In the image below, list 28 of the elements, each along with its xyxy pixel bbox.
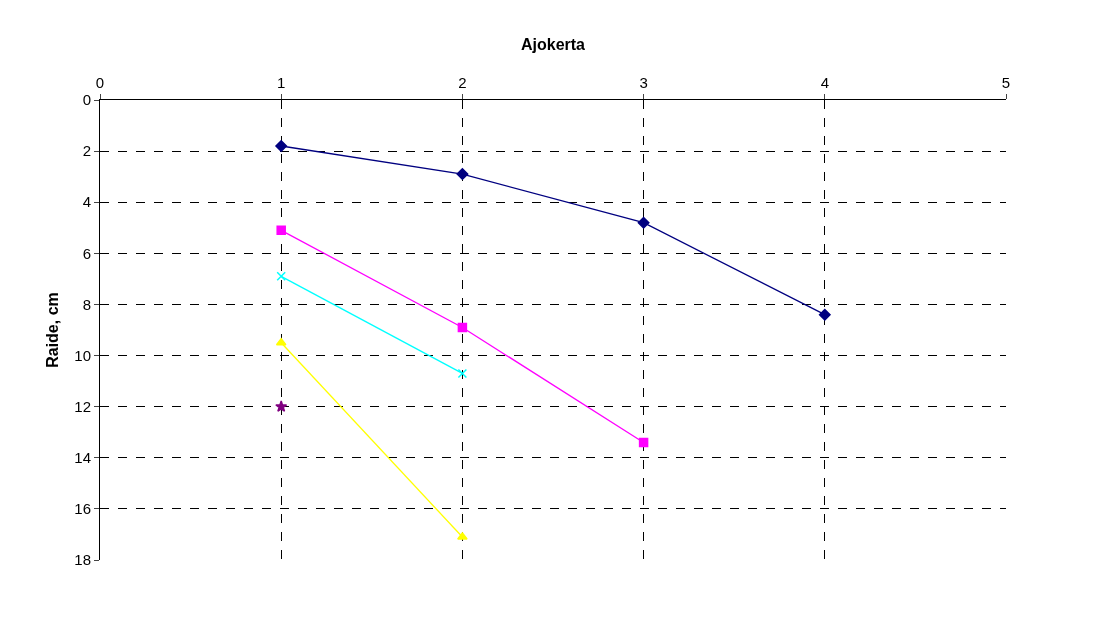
x-tick-label: 4 — [820, 74, 829, 91]
y-tick-label: 6 — [82, 244, 91, 262]
x-tick-label: 2 — [458, 74, 467, 91]
y-axis-title: Raide, cm — [44, 292, 61, 368]
point — [638, 437, 649, 448]
x-axis-title: Ajokerta — [520, 36, 586, 53]
point — [457, 368, 468, 379]
y-tick-label: 0 — [82, 91, 91, 109]
point — [637, 216, 650, 229]
y-tick-label: 8 — [82, 295, 91, 313]
y-tick-label: 4 — [82, 193, 91, 211]
x-tick-label: 3 — [639, 74, 648, 91]
point — [456, 168, 469, 181]
y-tick-label: 2 — [82, 142, 91, 160]
x-tick-label: 5 — [1001, 74, 1011, 91]
point — [275, 400, 288, 412]
y-tick-label: 18 — [74, 551, 91, 569]
x-tick-label: 1 — [277, 74, 286, 91]
y-tick-label: 14 — [74, 449, 91, 467]
point — [276, 271, 286, 282]
point — [275, 140, 288, 152]
point — [457, 322, 468, 333]
x-tick-label: 0 — [95, 74, 105, 91]
y-tick-label: 16 — [74, 500, 91, 518]
y-tick-label: 12 — [74, 397, 91, 415]
y-tick-label: 10 — [74, 346, 91, 364]
point — [276, 225, 286, 236]
point — [818, 308, 831, 321]
